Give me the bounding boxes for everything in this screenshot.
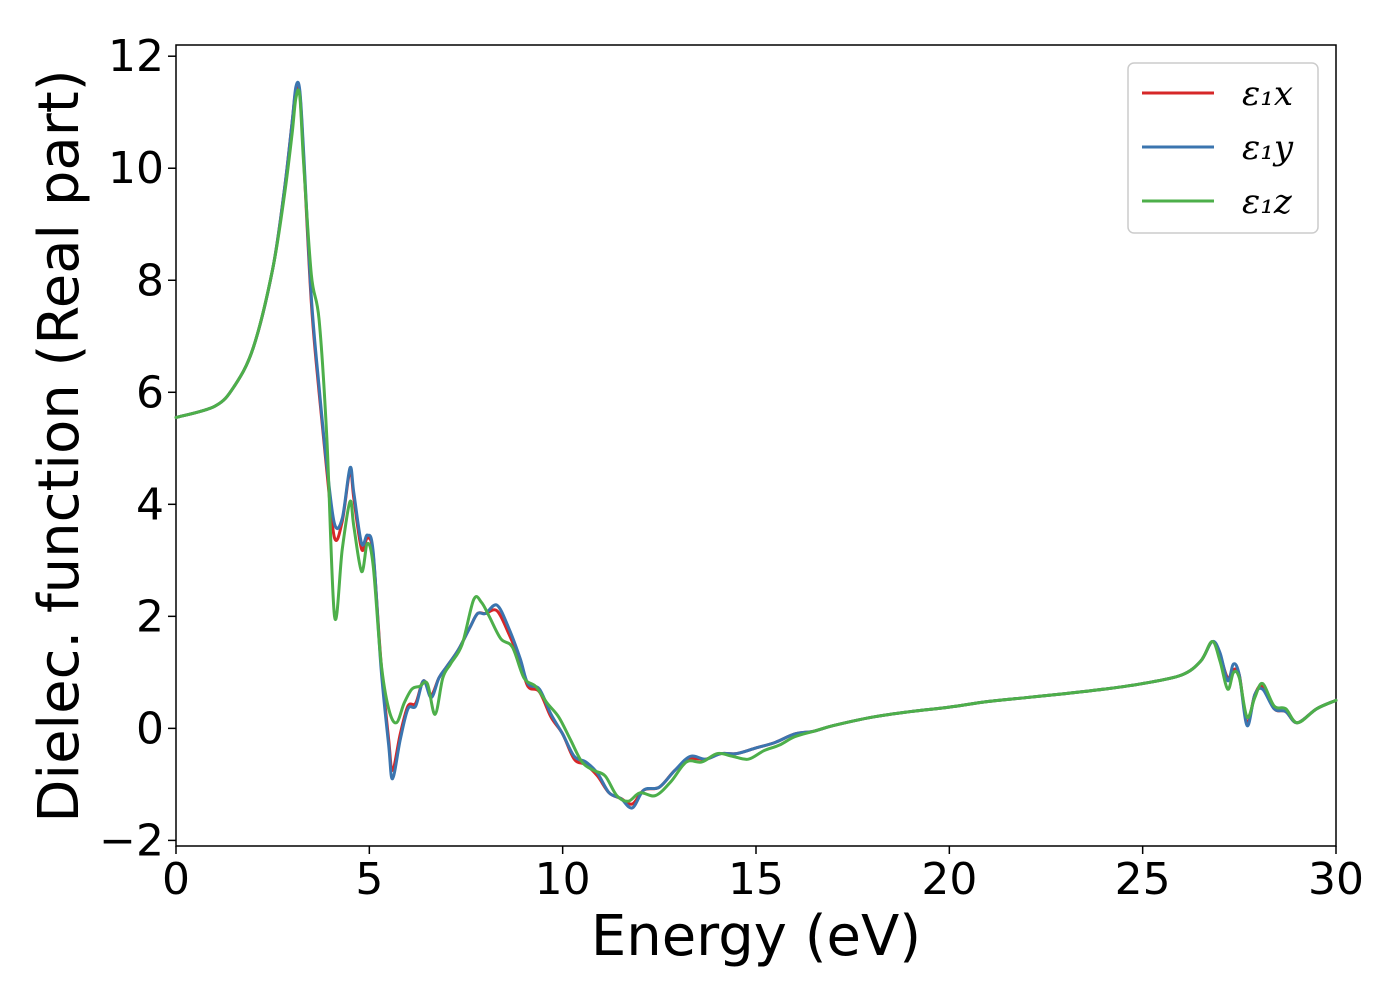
- x-tick-label: 15: [728, 854, 784, 905]
- x-tick-label: 0: [162, 854, 190, 905]
- x-tick-label: 30: [1308, 854, 1364, 905]
- x-tick-label: 25: [1115, 854, 1171, 905]
- y-tick-label: 12: [108, 31, 164, 82]
- y-tick-label: 10: [108, 143, 164, 194]
- x-tick-label: 20: [921, 854, 977, 905]
- y-tick-label: −2: [99, 815, 164, 866]
- series-layer: [174, 80, 1338, 810]
- x-tick-label: 5: [355, 854, 383, 905]
- x-axis-title: Energy (eV): [591, 904, 921, 969]
- legend-label-2: ε₁z: [1242, 182, 1293, 222]
- y-axis: −2 0 2 4 6 8 10 12: [99, 31, 176, 866]
- x-axis: 0 5 10 15 20 25 30: [162, 846, 1364, 905]
- y-axis-title: Dielec. function (Real part): [27, 69, 92, 822]
- legend-label-0: ε₁x: [1242, 74, 1293, 114]
- series-line-2: [174, 88, 1338, 803]
- x-tick-label: 10: [535, 854, 591, 905]
- legend: ε₁x ε₁y ε₁z: [1127, 62, 1319, 234]
- y-tick-label: 8: [136, 255, 164, 306]
- y-tick-label: 0: [136, 703, 164, 754]
- legend-label-1: ε₁y: [1242, 128, 1294, 168]
- y-tick-label: 2: [136, 591, 164, 642]
- y-tick-label: 6: [136, 367, 164, 418]
- y-tick-label: 4: [136, 479, 164, 530]
- legend-box: [1127, 62, 1319, 234]
